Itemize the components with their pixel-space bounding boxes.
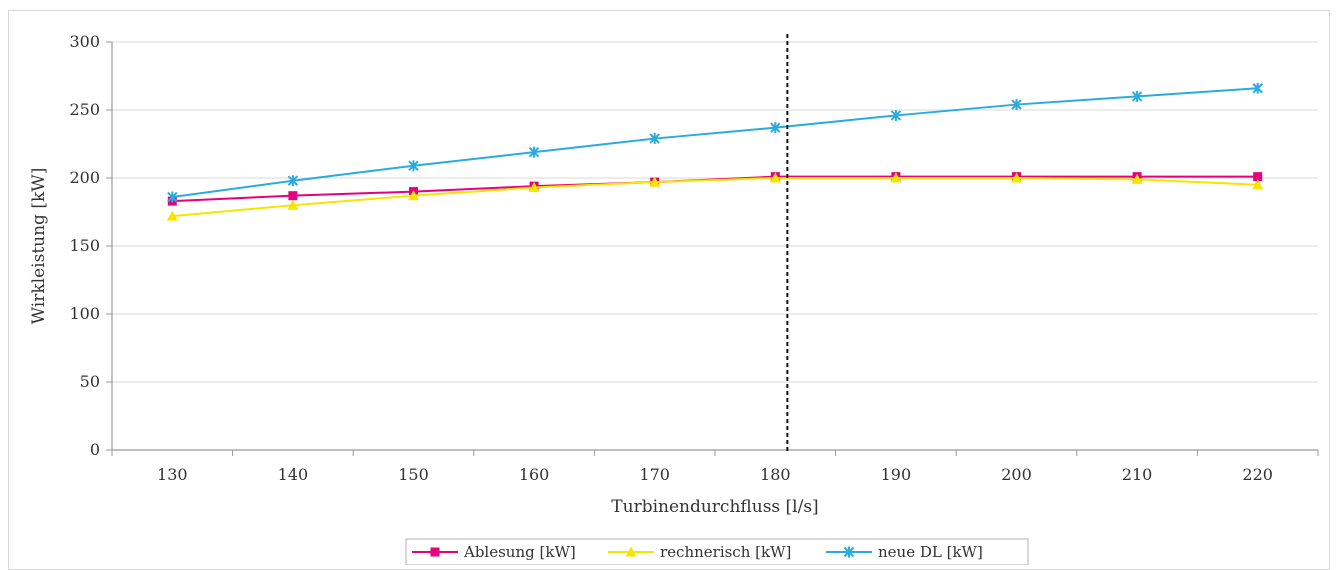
- legend-label: Ablesung [kW]: [463, 543, 576, 561]
- data-point: [890, 172, 902, 183]
- series-2: [166, 172, 1264, 221]
- legend-marker: [625, 546, 637, 557]
- x-axis-title: Turbinendurchfluss [l/s]: [611, 497, 818, 517]
- y-tick-label: 250: [69, 100, 100, 119]
- data-point: [649, 133, 660, 145]
- data-point: [408, 160, 419, 172]
- grid-lines: [106, 41, 1318, 451]
- data-point: [167, 191, 178, 203]
- legend-box: [405, 538, 1029, 565]
- legend-item-1: Ablesung [kW]: [412, 543, 576, 561]
- y-tick-label: 0: [90, 440, 100, 459]
- legend-item-3: neue DL [kW]: [826, 543, 983, 561]
- x-tick-label: 170: [639, 465, 670, 484]
- chart-frame: [8, 10, 1330, 570]
- x-tick-label: 190: [881, 465, 912, 484]
- legend-label: rechnerisch [kW]: [660, 543, 791, 561]
- legend-item-2: rechnerisch [kW]: [608, 543, 791, 561]
- data-point: [287, 199, 299, 210]
- y-tick-label: 100: [69, 304, 100, 323]
- data-point: [1011, 172, 1022, 183]
- data-point: [1011, 99, 1022, 111]
- data-point: [649, 176, 661, 187]
- y-tick-label: 50: [80, 372, 100, 391]
- data-point: [288, 191, 298, 201]
- legend: Ablesung [kW] rechnerisch [kW] neue DL [kW…: [405, 538, 1029, 565]
- axes: [111, 42, 1319, 456]
- y-tick-label: 200: [69, 168, 100, 187]
- y-tick-label: 150: [69, 236, 100, 255]
- x-tick-label: 130: [157, 465, 188, 484]
- x-tick-label: 180: [760, 465, 791, 484]
- x-tick-label: 160: [519, 465, 550, 484]
- data-point: [1253, 172, 1263, 182]
- data-point: [770, 122, 781, 134]
- legend-marker: [430, 547, 440, 557]
- x-tick-labels: 130 140 150 160 170 180 190 200 210 220: [157, 465, 1273, 484]
- series-1: [167, 172, 1263, 206]
- series-3: [167, 82, 1263, 203]
- data-point: [890, 109, 902, 121]
- data-point: [1252, 82, 1263, 94]
- y-tick-label: 300: [69, 32, 100, 51]
- x-tick-label: 210: [1122, 465, 1153, 484]
- data-point: [769, 172, 781, 183]
- data-point: [528, 146, 540, 158]
- data-point: [287, 175, 299, 187]
- y-tick-labels: 0 50 100 150 200 250 300: [69, 32, 100, 459]
- data-point: [1131, 90, 1143, 102]
- legend-label: neue DL [kW]: [878, 543, 983, 561]
- series-line: [172, 177, 1258, 218]
- series-group: [166, 82, 1264, 221]
- data-point: [166, 210, 178, 221]
- x-tick-label: 150: [398, 465, 429, 484]
- x-tick-label: 220: [1242, 465, 1273, 484]
- y-axis-title: Wirkleistung [kW]: [29, 168, 49, 325]
- series-line: [172, 87, 1258, 199]
- data-point: [408, 190, 419, 201]
- legend-marker: [843, 546, 855, 558]
- x-tick-label: 200: [1001, 465, 1032, 484]
- data-point: [1131, 173, 1143, 184]
- data-point: [1252, 179, 1264, 190]
- x-tick-label: 140: [278, 465, 309, 484]
- data-point: [528, 182, 540, 193]
